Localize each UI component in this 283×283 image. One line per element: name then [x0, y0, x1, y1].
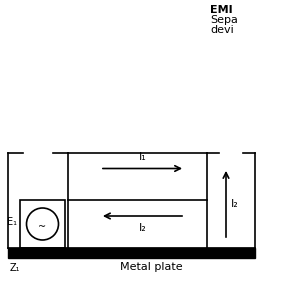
- Text: I₂: I₂: [231, 199, 239, 209]
- Text: E₁: E₁: [7, 217, 17, 227]
- Text: I₁: I₁: [139, 153, 146, 162]
- Text: EMI: EMI: [210, 5, 233, 15]
- Text: Z₁: Z₁: [10, 263, 20, 273]
- Text: Sepa: Sepa: [210, 15, 238, 25]
- Polygon shape: [8, 248, 255, 258]
- Text: devi: devi: [210, 25, 234, 35]
- Bar: [20, 200, 65, 248]
- Text: ~: ~: [38, 222, 47, 232]
- Text: I₂: I₂: [139, 223, 146, 233]
- Text: Metal plate: Metal plate: [120, 262, 183, 272]
